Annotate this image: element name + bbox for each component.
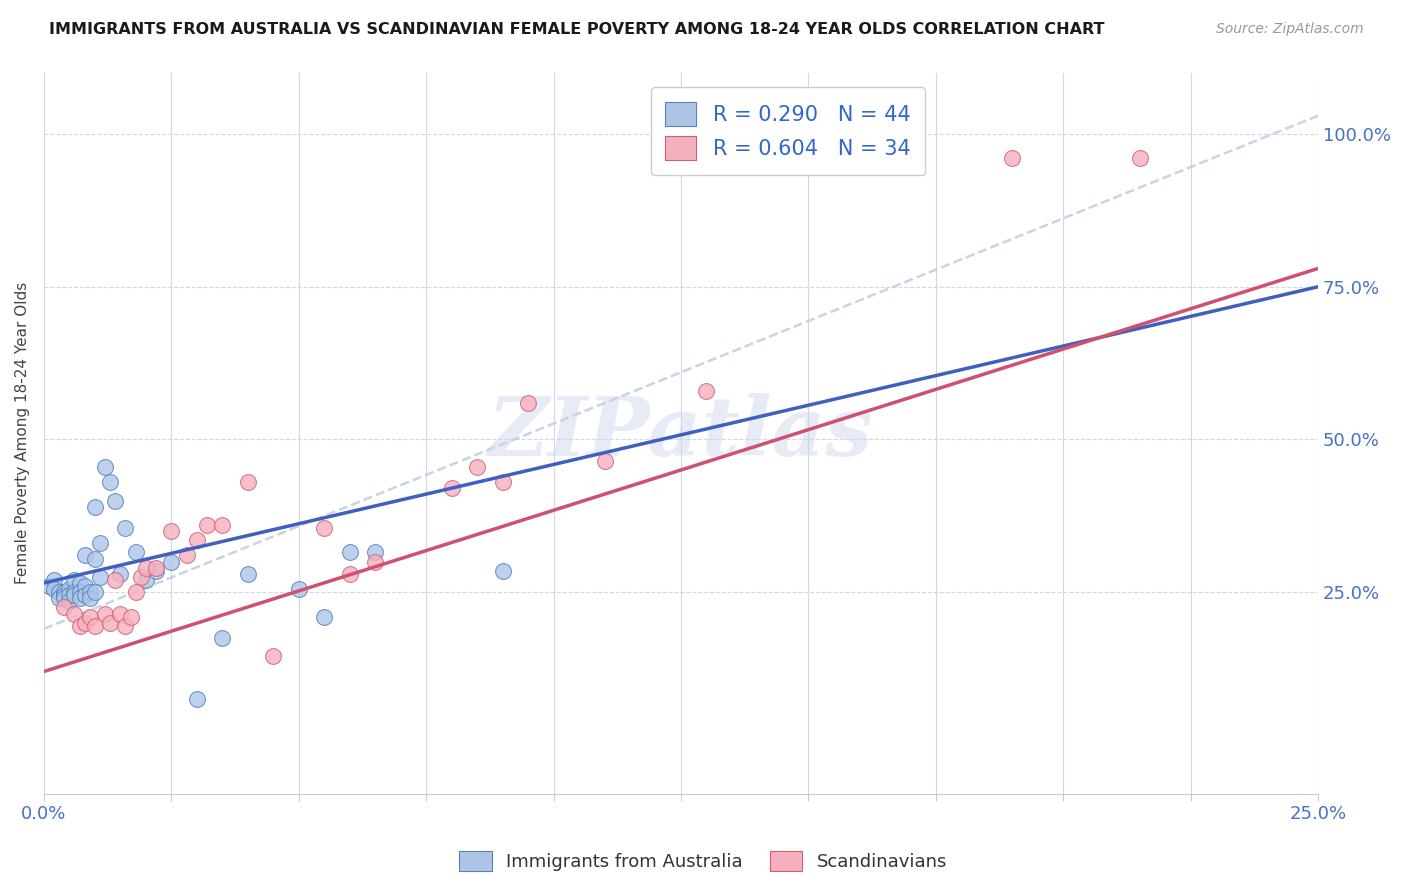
Point bbox=[79, 609, 101, 624]
Point bbox=[69, 585, 91, 599]
Point bbox=[48, 585, 70, 599]
Point bbox=[89, 570, 111, 584]
Point bbox=[63, 573, 86, 587]
Point bbox=[129, 570, 152, 584]
Point bbox=[314, 521, 336, 535]
Point bbox=[695, 384, 717, 398]
Point bbox=[124, 545, 146, 559]
Point bbox=[94, 607, 117, 621]
Point bbox=[339, 566, 361, 581]
Legend: Immigrants from Australia, Scandinavians: Immigrants from Australia, Scandinavians bbox=[451, 844, 955, 879]
Point bbox=[98, 615, 121, 630]
Point bbox=[314, 609, 336, 624]
Point bbox=[114, 521, 136, 535]
Point bbox=[135, 573, 157, 587]
Point bbox=[593, 454, 616, 468]
Point bbox=[98, 475, 121, 490]
Point bbox=[114, 618, 136, 632]
Point bbox=[63, 588, 86, 602]
Point bbox=[73, 615, 96, 630]
Point bbox=[58, 582, 80, 596]
Point bbox=[83, 585, 105, 599]
Point bbox=[145, 560, 167, 574]
Point bbox=[63, 607, 86, 621]
Point bbox=[440, 481, 463, 495]
Point bbox=[94, 459, 117, 474]
Point bbox=[63, 585, 86, 599]
Point bbox=[160, 555, 183, 569]
Point bbox=[120, 609, 142, 624]
Point bbox=[89, 536, 111, 550]
Point bbox=[48, 591, 70, 606]
Point bbox=[195, 517, 218, 532]
Text: Source: ZipAtlas.com: Source: ZipAtlas.com bbox=[1216, 22, 1364, 37]
Point bbox=[176, 549, 198, 563]
Point bbox=[160, 524, 183, 538]
Point bbox=[83, 551, 105, 566]
Point bbox=[1129, 152, 1152, 166]
Point bbox=[83, 500, 105, 514]
Point bbox=[364, 545, 387, 559]
Point bbox=[104, 573, 127, 587]
Point bbox=[58, 594, 80, 608]
Point bbox=[186, 692, 208, 706]
Point bbox=[211, 631, 233, 645]
Point bbox=[124, 585, 146, 599]
Point bbox=[42, 582, 65, 596]
Point bbox=[211, 517, 233, 532]
Point bbox=[79, 591, 101, 606]
Point bbox=[83, 618, 105, 632]
Point bbox=[135, 560, 157, 574]
Point bbox=[491, 475, 513, 490]
Point bbox=[465, 459, 488, 474]
Point bbox=[339, 545, 361, 559]
Point bbox=[186, 533, 208, 548]
Point bbox=[42, 573, 65, 587]
Point bbox=[73, 588, 96, 602]
Point bbox=[110, 566, 132, 581]
Point bbox=[58, 588, 80, 602]
Point bbox=[53, 588, 76, 602]
Y-axis label: Female Poverty Among 18-24 Year Olds: Female Poverty Among 18-24 Year Olds bbox=[15, 282, 30, 584]
Point bbox=[145, 564, 167, 578]
Point bbox=[53, 600, 76, 615]
Point bbox=[236, 475, 259, 490]
Point bbox=[79, 585, 101, 599]
Point bbox=[73, 549, 96, 563]
Point bbox=[517, 396, 540, 410]
Point bbox=[491, 564, 513, 578]
Point bbox=[287, 582, 309, 596]
Point bbox=[73, 579, 96, 593]
Point bbox=[104, 493, 127, 508]
Point bbox=[69, 618, 91, 632]
Text: ZIPatlas: ZIPatlas bbox=[488, 393, 873, 474]
Point bbox=[53, 591, 76, 606]
Legend: R = 0.290   N = 44, R = 0.604   N = 34: R = 0.290 N = 44, R = 0.604 N = 34 bbox=[651, 87, 925, 175]
Point bbox=[1001, 152, 1024, 166]
Point bbox=[69, 591, 91, 606]
Point bbox=[38, 579, 60, 593]
Point bbox=[262, 649, 284, 664]
Point bbox=[110, 607, 132, 621]
Text: IMMIGRANTS FROM AUSTRALIA VS SCANDINAVIAN FEMALE POVERTY AMONG 18-24 YEAR OLDS C: IMMIGRANTS FROM AUSTRALIA VS SCANDINAVIA… bbox=[49, 22, 1105, 37]
Point bbox=[69, 576, 91, 591]
Point bbox=[364, 555, 387, 569]
Point bbox=[236, 566, 259, 581]
Point bbox=[53, 585, 76, 599]
